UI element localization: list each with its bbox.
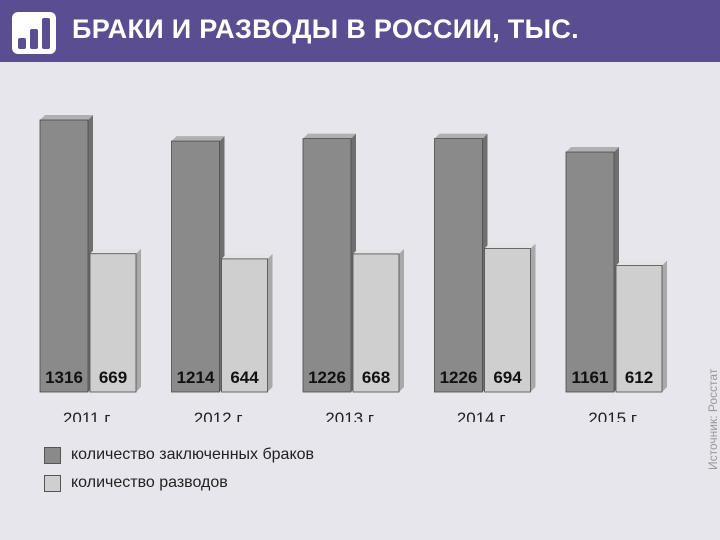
bar-chart-icon <box>12 12 56 54</box>
data-label-divorces-2: 668 <box>362 368 390 387</box>
bar-divorces-0 <box>89 253 137 393</box>
bar-top-marriages-1 <box>171 136 225 142</box>
bar-marriages-3 <box>434 138 483 393</box>
bar-divorces-4 <box>615 265 663 393</box>
data-label-divorces-4: 612 <box>625 368 653 387</box>
legend-swatch-marriages <box>44 446 61 464</box>
legend-item-divorces: количество разводов <box>44 474 228 492</box>
bar-top-divorces-1 <box>221 253 273 259</box>
data-label-marriages-1: 1214 <box>177 368 215 387</box>
x-tick-label-2: 2013 г. <box>325 409 376 422</box>
bar-top-marriages-4 <box>566 147 619 153</box>
bar-chart: 1316 669 2011 г. 1214 644 2012 г. 1226 668 2013 … <box>39 115 667 422</box>
x-tick-label-0: 2011 г. <box>63 409 113 422</box>
x-tick-label-1: 2012 г. <box>194 409 245 422</box>
bar-top-divorces-3 <box>484 243 536 249</box>
legend-item-marriages: количество заключенных браков <box>44 446 314 464</box>
bar-top-divorces-2 <box>353 248 404 254</box>
bar-side-divorces-2 <box>399 248 404 392</box>
header-banner: БРАКИ И РАЗВОДЫ В РОССИИ, ТЫС. <box>0 0 720 62</box>
data-label-marriages-4: 1161 <box>572 368 609 387</box>
data-label-marriages-2: 1226 <box>308 368 346 387</box>
legend-label-marriages: количество заключенных браков <box>71 446 315 463</box>
bar-divorces-2 <box>352 253 400 393</box>
data-label-marriages-0: 1316 <box>45 368 83 387</box>
bar-top-divorces-4 <box>616 260 667 266</box>
bar-side-divorces-0 <box>136 248 141 392</box>
bar-divorces-1 <box>221 258 268 393</box>
bar-marriages-4 <box>565 151 615 393</box>
chart-title: БРАКИ И РАЗВОДЫ В РОССИИ, ТЫС. <box>72 14 579 44</box>
bar-side-divorces-1 <box>267 253 273 392</box>
x-tick-label-4: 2015 г. <box>588 409 639 422</box>
data-label-divorces-0: 669 <box>99 368 127 387</box>
bar-marriages-1 <box>171 140 220 393</box>
bar-top-marriages-0 <box>40 115 93 120</box>
bar-marriages-2 <box>302 138 352 393</box>
bar-divorces-3 <box>484 248 531 393</box>
legend-swatch-divorces <box>44 474 61 492</box>
bar-top-marriages-3 <box>434 133 488 139</box>
bar-top-divorces-0 <box>90 248 141 254</box>
bar-side-divorces-4 <box>662 260 667 392</box>
x-tick-label-3: 2014 г. <box>457 409 508 422</box>
source-note: Источник: Росстат <box>706 368 720 470</box>
bar-top-marriages-2 <box>303 133 356 139</box>
data-label-divorces-1: 644 <box>230 368 259 387</box>
data-label-divorces-3: 694 <box>493 368 522 387</box>
bar-marriages-0 <box>39 119 89 393</box>
legend-label-divorces: количество разводов <box>71 474 228 491</box>
bar-side-divorces-3 <box>530 243 536 392</box>
data-label-marriages-3: 1226 <box>440 368 478 387</box>
